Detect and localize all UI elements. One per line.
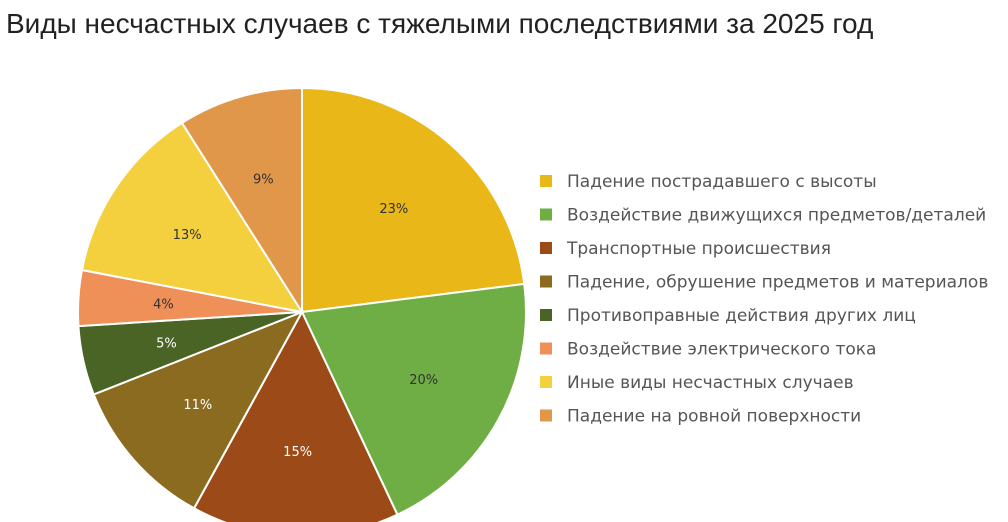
legend-label: Иные виды несчастных случаев: [567, 373, 854, 393]
slice-value-label: 9%: [253, 173, 274, 188]
slice-value-label: 11%: [183, 398, 212, 413]
slice-value-label: 4%: [153, 297, 174, 312]
pie-slice-1: [301, 86, 526, 314]
pie-slice-4: [92, 310, 305, 510]
slice-value-label: 13%: [173, 228, 202, 243]
legend-label: Падение на ровной поверхности: [567, 407, 861, 427]
legend-label: Воздействие электрического тока: [567, 340, 876, 360]
pie-slice-labels: 23% 20% 15% 11% 5% 4% 13% 9%: [153, 173, 438, 460]
legend-swatch: [540, 275, 552, 288]
slice-value-label: 23%: [379, 202, 408, 217]
slice-value-label: 5%: [156, 336, 177, 351]
legend-swatch: [540, 208, 552, 221]
legend-label: Транспортные происшествия: [566, 239, 831, 259]
pie-slice-8: [180, 86, 303, 316]
legend-swatch: [540, 309, 552, 321]
legend-swatch: [540, 342, 552, 355]
pie-slice-2: [300, 282, 527, 517]
slice-value-label: 20%: [409, 373, 438, 388]
legend-label: Падение пострадавшего с высоты: [567, 172, 877, 192]
legend-label: Противоправные действия других лиц: [567, 306, 916, 326]
legend-swatch: [540, 376, 552, 388]
legend-swatch: [540, 175, 552, 187]
page-title: Виды несчастных случаев с тяжелыми после…: [6, 8, 874, 39]
pie-slices: [77, 86, 527, 522]
pie-slice-7: [80, 121, 305, 314]
legend-label: Воздействие движущихся предметов/деталей: [567, 206, 986, 226]
legend-swatch: [540, 409, 552, 422]
slice-value-label: 15%: [283, 445, 312, 460]
legend-swatch: [540, 242, 552, 254]
legend: Падение пострадавшего с высоты Воздействи…: [540, 172, 988, 427]
legend-label: Падение, обрушение предметов и материало…: [567, 273, 988, 293]
